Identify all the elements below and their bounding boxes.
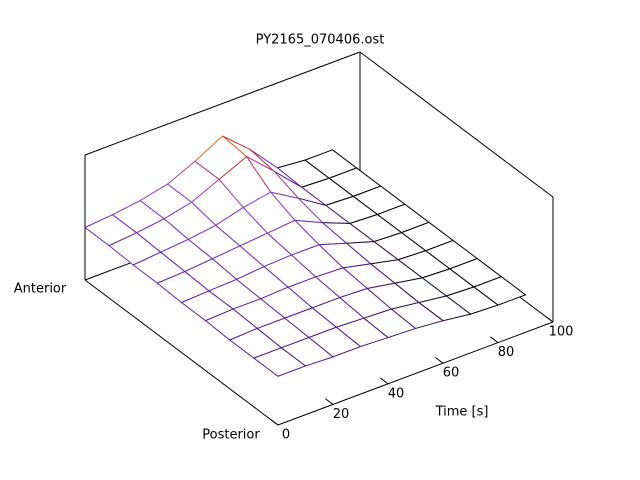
x-tick — [434, 357, 444, 364]
x-tick-label: 80 — [498, 345, 515, 360]
surface-cell — [252, 347, 307, 377]
y-axis-end-label: Anterior — [14, 282, 67, 297]
x-tick-label: 100 — [549, 325, 574, 340]
x-tick-label: 20 — [333, 407, 350, 422]
box-edge — [277, 321, 554, 426]
x-tick — [489, 336, 499, 343]
x-tick — [324, 398, 334, 405]
x-axis-label: Time [s] — [435, 405, 489, 420]
box-edge — [84, 279, 279, 426]
x-tick — [544, 315, 554, 323]
x-tick — [379, 377, 389, 385]
x-tick — [269, 418, 279, 426]
box-edge — [84, 51, 361, 156]
x-tick-label: 0 — [282, 428, 290, 443]
y-axis-end-label: Posterior — [202, 428, 260, 443]
box-edge — [359, 51, 554, 198]
x-tick-label: 40 — [388, 386, 405, 401]
chart-title: PY2165_070406.ost — [256, 33, 385, 48]
x-tick-label: 60 — [443, 366, 460, 381]
